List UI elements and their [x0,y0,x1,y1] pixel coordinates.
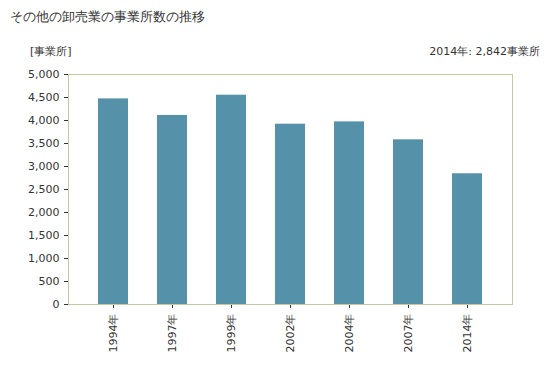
html-text:2014年: 2,842事業所: 2014年: 2,842事業所 [429,45,540,58]
svg-text:2,500: 2,500 [28,183,60,196]
svg-text:1999年: 1999年 [225,314,238,353]
svg-text:1994年: 1994年 [107,314,120,353]
svg-text:4,500: 4,500 [28,91,60,104]
svg-text:4,000: 4,000 [28,114,60,127]
svg-text:500: 500 [39,275,60,288]
svg-text:1,500: 1,500 [28,229,60,242]
svg-text:5,000: 5,000 [28,68,60,81]
svg-text:2007年: 2007年 [402,314,415,353]
html-text:[事業所]: [事業所] [30,45,72,58]
svg-text:1997年: 1997年 [166,314,179,353]
svg-text:0: 0 [53,298,60,311]
svg-text:2014年: 2014年 [461,314,474,353]
html-text:その他の卸売業の事業所数の推移: その他の卸売業の事業所数の推移 [10,9,205,24]
svg-text:2002年: 2002年 [284,314,297,353]
svg-text:2004年: 2004年 [343,314,356,353]
svg-text:1,000: 1,000 [28,252,60,265]
svg-text:3,500: 3,500 [28,137,60,150]
svg-text:2,000: 2,000 [28,206,60,219]
svg-text:3,000: 3,000 [28,160,60,173]
